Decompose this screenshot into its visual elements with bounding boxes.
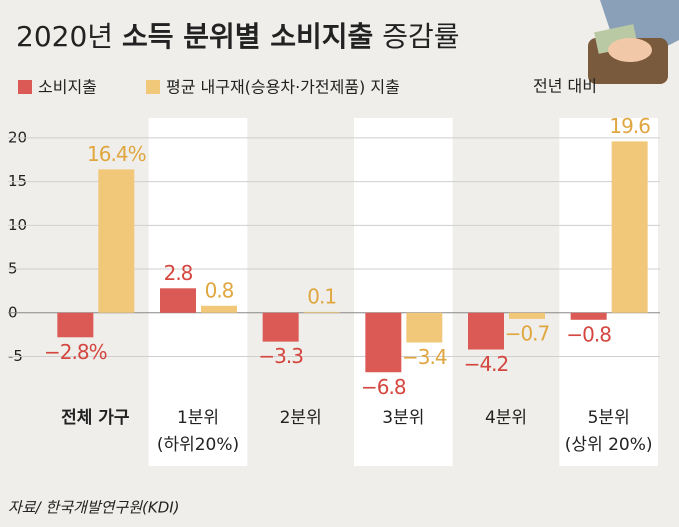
x-tick-label: 4분위 bbox=[485, 408, 527, 428]
x-tick-label: 전체 가구 bbox=[61, 408, 130, 428]
value-label: 2.8 bbox=[164, 261, 193, 285]
value-label: −2.8% bbox=[44, 340, 107, 364]
value-label: 0.1 bbox=[307, 284, 336, 308]
x-tick-label: 1분위 bbox=[177, 408, 219, 428]
bar bbox=[611, 141, 648, 313]
x-tick-label: 5분위 bbox=[588, 408, 630, 428]
value-label: −4.2 bbox=[464, 352, 509, 376]
legend-swatch bbox=[146, 80, 160, 94]
bar bbox=[303, 311, 340, 313]
value-label: −3.4 bbox=[402, 345, 447, 369]
bar bbox=[262, 312, 299, 342]
bar bbox=[160, 288, 196, 313]
bar bbox=[57, 312, 94, 338]
legend-label: 소비지출 bbox=[38, 78, 97, 97]
bar bbox=[468, 312, 504, 350]
legend-swatch bbox=[18, 80, 32, 94]
legend-label: 평균 내구재(승용차·가전제품) 지출 bbox=[166, 78, 400, 97]
value-label: 0.8 bbox=[205, 278, 234, 302]
x-tick-label: (하위20%) bbox=[157, 435, 239, 455]
value-label: −3.3 bbox=[258, 344, 303, 368]
value-label: 19.6 bbox=[609, 114, 650, 138]
wallet-illustration bbox=[588, 0, 679, 84]
bar bbox=[98, 169, 135, 313]
chart-title: 2020년 소득 분위별 소비지출 증감률 bbox=[16, 20, 459, 53]
value-label: 16.4% bbox=[87, 142, 146, 166]
value-label: −0.7 bbox=[505, 321, 550, 345]
x-tick-label: 3분위 bbox=[382, 408, 424, 428]
value-label: −6.8 bbox=[361, 375, 406, 399]
value-label: −0.8 bbox=[566, 322, 611, 346]
x-tick-label: 2분위 bbox=[280, 408, 322, 428]
x-tick-label: (상위 20%) bbox=[565, 435, 653, 455]
bar bbox=[570, 312, 607, 320]
bar bbox=[201, 305, 237, 313]
bar bbox=[509, 312, 545, 319]
source: 자료/ 한국개발연구원(KDI) bbox=[8, 499, 180, 517]
bar bbox=[406, 312, 443, 343]
bar bbox=[365, 312, 402, 373]
note: 전년 대비 bbox=[533, 77, 597, 96]
column-band bbox=[354, 118, 453, 466]
